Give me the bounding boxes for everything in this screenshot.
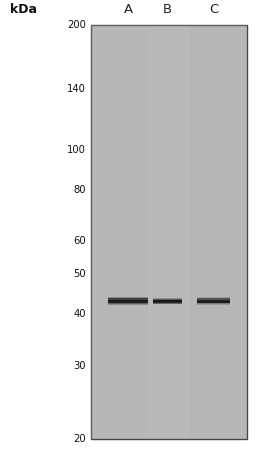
Text: C: C	[209, 3, 218, 16]
Bar	[91, 25, 247, 439]
Text: kDa: kDa	[9, 3, 37, 16]
Bar	[91, 25, 148, 439]
Text: 20: 20	[73, 434, 86, 444]
Text: 140: 140	[67, 84, 86, 94]
Bar	[190, 25, 247, 439]
Text: 40: 40	[73, 309, 86, 319]
Text: 200: 200	[67, 20, 86, 30]
Bar	[148, 25, 190, 439]
Text: 100: 100	[67, 144, 86, 154]
Text: 50: 50	[73, 269, 86, 279]
Text: B: B	[163, 3, 172, 16]
Text: 60: 60	[73, 236, 86, 246]
Text: 30: 30	[73, 361, 86, 371]
Text: A: A	[123, 3, 133, 16]
Text: 80: 80	[73, 185, 86, 195]
